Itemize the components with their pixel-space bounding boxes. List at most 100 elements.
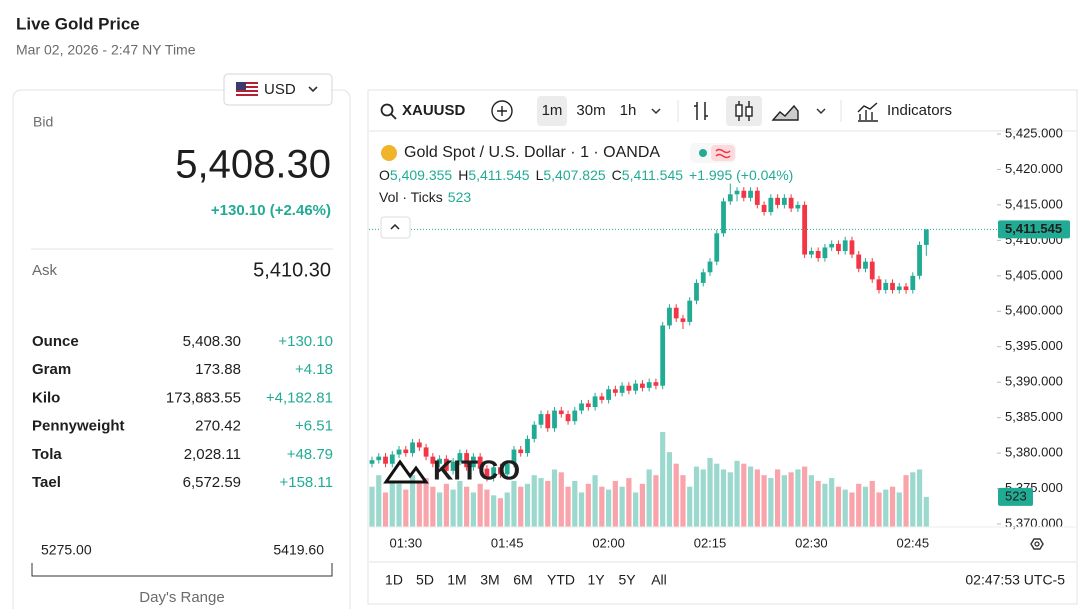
ohlc-legend: O5,409.355 H5,411.545 L5,407.825 C5,411.545… bbox=[379, 167, 793, 183]
candle-body bbox=[748, 190, 753, 198]
volume-bar bbox=[646, 469, 652, 527]
range-bar bbox=[31, 563, 333, 577]
flag-canton bbox=[236, 82, 246, 90]
candle-body bbox=[565, 414, 571, 422]
chevron[interactable] bbox=[816, 108, 826, 115]
symbol-icon bbox=[381, 145, 397, 161]
volume-bar bbox=[693, 466, 700, 527]
volume-bar bbox=[829, 478, 835, 527]
candle-body bbox=[741, 190, 747, 198]
collapse-icon bbox=[390, 223, 400, 230]
ohlc-value: 5,409.355 bbox=[390, 167, 452, 183]
candle-body bbox=[538, 414, 544, 425]
candle-body bbox=[531, 424, 537, 439]
candle-body bbox=[903, 286, 909, 290]
candle-body bbox=[842, 240, 848, 251]
search-icon[interactable] bbox=[380, 103, 394, 117]
volume-bar bbox=[734, 460, 740, 527]
unit-name: Gram bbox=[32, 361, 71, 378]
watermark-logo bbox=[383, 459, 429, 484]
range-button[interactable]: 5D bbox=[416, 572, 434, 588]
volume-bar bbox=[700, 469, 706, 527]
range-button[interactable]: 1M bbox=[447, 572, 466, 588]
unit-change: +158.11 bbox=[279, 474, 333, 491]
range-button[interactable]: 5Y bbox=[618, 572, 636, 588]
unit-change: +4.18 bbox=[295, 361, 333, 378]
currency[interactable]: USD bbox=[264, 81, 296, 98]
volume-bar bbox=[457, 480, 463, 527]
x-tick-label: 02:15 bbox=[694, 535, 727, 550]
add-icon bbox=[497, 106, 507, 116]
candle-body bbox=[464, 453, 470, 468]
unit-price: 2,028.11 bbox=[184, 446, 241, 463]
ohlc-value: 5,407.825 bbox=[543, 167, 605, 183]
volume-bar bbox=[768, 478, 774, 527]
interval[interactable]: 30m bbox=[576, 102, 605, 119]
settings-icon[interactable] bbox=[1030, 538, 1044, 550]
range-button[interactable]: 1Y bbox=[587, 572, 605, 588]
candle-body bbox=[869, 261, 875, 280]
range-button[interactable]: 3M bbox=[480, 572, 499, 588]
currency-select[interactable]: USD bbox=[223, 73, 333, 106]
y-tick-label: 5,395.000 bbox=[1005, 338, 1063, 353]
symbol[interactable]: XAUUSD bbox=[402, 102, 466, 119]
collapse-button[interactable] bbox=[380, 216, 411, 239]
y-tick-label: 5,405.000 bbox=[1005, 267, 1063, 282]
candle-body bbox=[619, 385, 625, 393]
volume-bar bbox=[633, 492, 639, 527]
watermark: KITCO bbox=[383, 454, 520, 485]
chevron[interactable] bbox=[651, 108, 661, 115]
volume-bar bbox=[761, 475, 767, 527]
add-symbol[interactable] bbox=[491, 100, 513, 122]
candle-body bbox=[822, 247, 828, 259]
candle-body bbox=[700, 272, 706, 283]
candle-body bbox=[389, 454, 395, 464]
candle-body bbox=[450, 461, 456, 471]
volume-bar bbox=[781, 475, 787, 527]
volume-bar bbox=[869, 480, 875, 527]
candle-body bbox=[525, 438, 530, 454]
indicators-icon[interactable] bbox=[857, 102, 878, 122]
candle-body bbox=[896, 286, 902, 290]
candle-type-active[interactable] bbox=[726, 96, 762, 126]
volume-bar bbox=[477, 483, 483, 527]
volume-bar bbox=[551, 469, 558, 527]
area-type-icon[interactable] bbox=[771, 104, 799, 121]
volume-bar bbox=[754, 469, 760, 527]
candle-body bbox=[768, 197, 774, 212]
volume-bar bbox=[430, 486, 436, 527]
range-buttons: 1D 5D 1M 3M 6M YTD 1Y 5Y All bbox=[385, 572, 667, 588]
volume-bar bbox=[403, 489, 409, 527]
interval[interactable]: 1m bbox=[542, 102, 563, 119]
unit-name: Kilo bbox=[32, 389, 60, 406]
candle-body bbox=[809, 251, 814, 255]
volume-bar bbox=[511, 480, 517, 527]
y-tick-label: 5,370.000 bbox=[1005, 515, 1063, 530]
volume-bar bbox=[923, 496, 929, 527]
candle-body bbox=[612, 389, 618, 393]
range-button[interactable]: 1D bbox=[385, 572, 403, 588]
volume-bar bbox=[504, 492, 510, 527]
interval-active bbox=[537, 96, 567, 126]
volume-bar bbox=[741, 463, 747, 527]
y-tick-label: 5,400.000 bbox=[1005, 303, 1063, 318]
range-button[interactable]: All bbox=[651, 572, 667, 588]
bar-type-icon[interactable] bbox=[694, 102, 708, 120]
y-tick-label: 5,380.000 bbox=[1005, 445, 1063, 460]
currency-box[interactable] bbox=[223, 73, 333, 106]
candle-body bbox=[754, 190, 760, 205]
volume-bar bbox=[389, 480, 395, 527]
x-tick-label: 02:30 bbox=[795, 535, 828, 550]
candle-body bbox=[437, 458, 442, 464]
candle-body bbox=[585, 403, 591, 407]
delay-icon bbox=[715, 148, 731, 159]
bid-price: 5,408.30 bbox=[175, 143, 331, 187]
volume-bar bbox=[538, 478, 544, 527]
volume-bar bbox=[450, 489, 456, 527]
interval[interactable]: 1h bbox=[620, 102, 637, 119]
range-button[interactable]: 6M bbox=[513, 572, 532, 588]
plot-area: KITCO bbox=[369, 183, 929, 527]
volume-bar bbox=[653, 475, 659, 527]
range-button[interactable]: YTD bbox=[547, 572, 575, 588]
indicators[interactable]: Indicators bbox=[887, 102, 952, 119]
